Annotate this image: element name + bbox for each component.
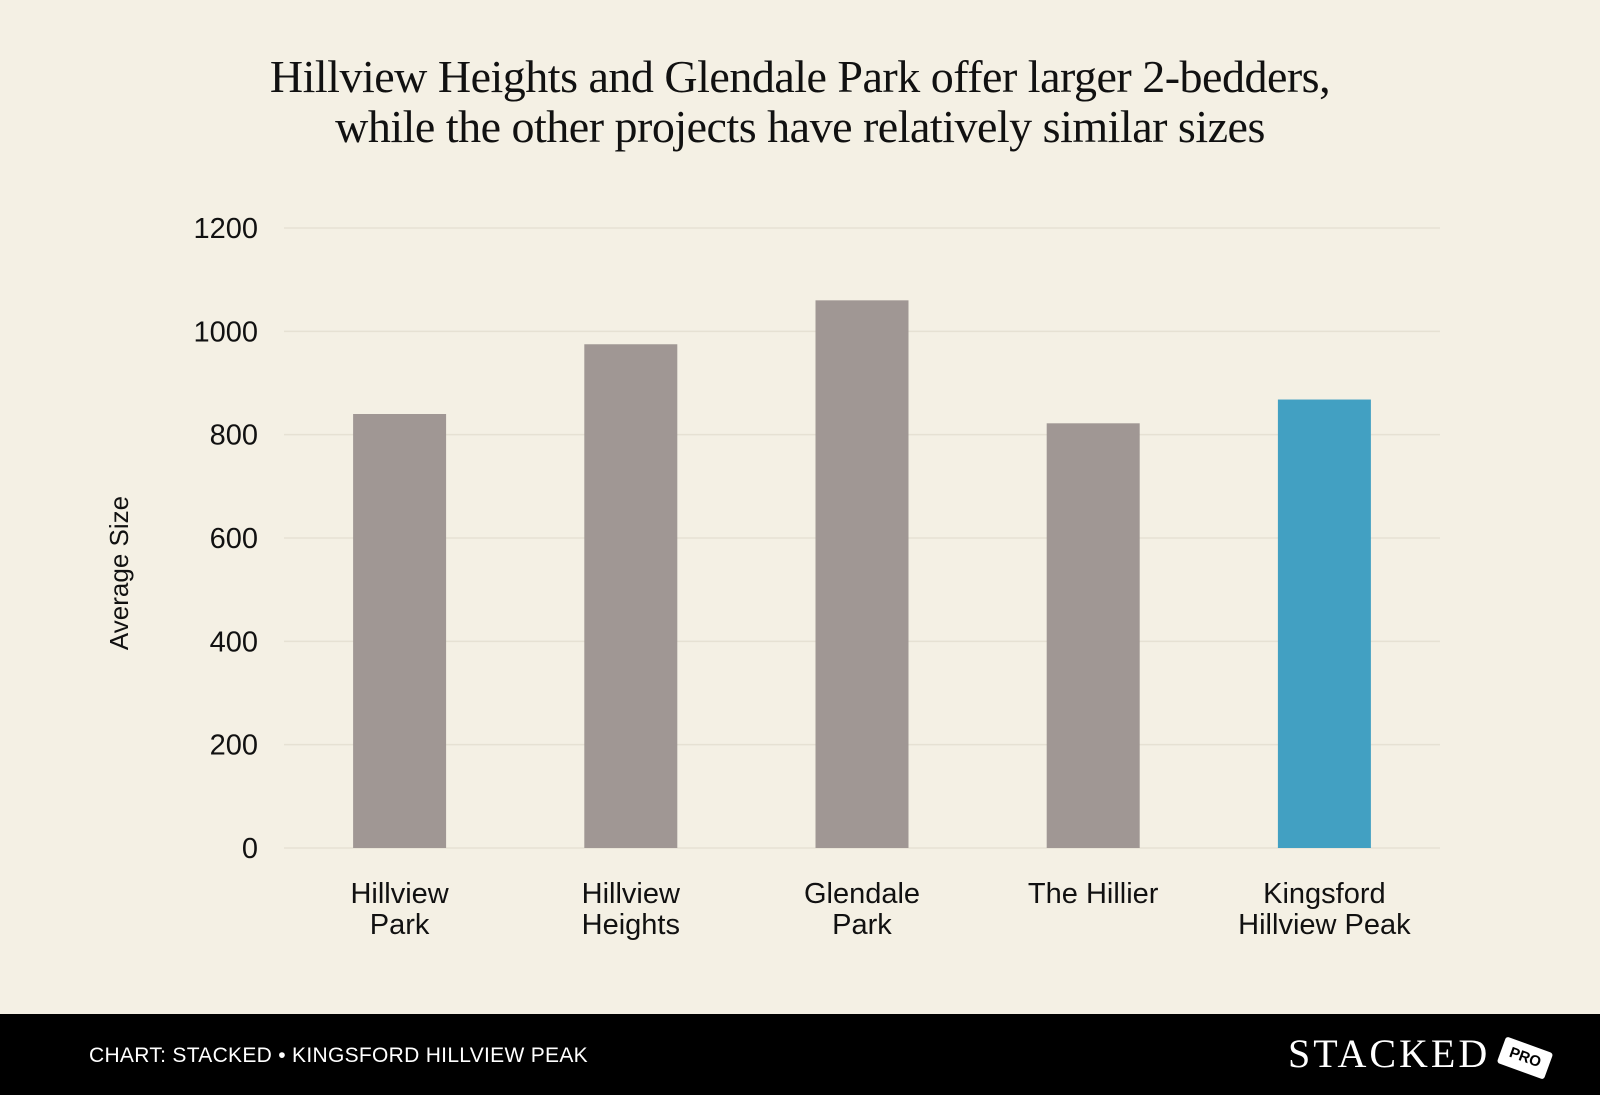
x-tick-label-line: Park bbox=[832, 909, 892, 941]
bar bbox=[815, 300, 909, 848]
x-tick-label: Hillview Heights bbox=[582, 878, 681, 941]
chart-title-line-1: Hillview Heights and Glendale Park offer… bbox=[269, 51, 1331, 102]
x-tick-label-line: Hillview bbox=[582, 878, 681, 910]
x-tick-label-line: Heights bbox=[582, 909, 680, 941]
y-tick-label: 0 bbox=[242, 833, 258, 865]
pro-badge: PRO bbox=[1496, 1036, 1554, 1080]
bar bbox=[353, 414, 447, 848]
y-axis-ticks: 0 200 400 600 800 1000 1200 bbox=[193, 213, 258, 865]
x-tick-label: Glendale Park bbox=[804, 878, 920, 941]
x-tick-label-line: Hillview bbox=[350, 878, 449, 910]
chart-title: Hillview Heights and Glendale Park offer… bbox=[0, 52, 1600, 152]
footer-source-note: CHART: STACKED • KINGSFORD HILLVIEW PEAK bbox=[89, 1044, 588, 1067]
y-tick-label: 1200 bbox=[193, 213, 258, 245]
x-tick-label-line: Kingsford bbox=[1263, 878, 1386, 910]
footer: CHART: STACKED • KINGSFORD HILLVIEW PEAK… bbox=[0, 1014, 1600, 1095]
y-tick-label: 200 bbox=[210, 730, 258, 762]
x-tick-label-line: Park bbox=[370, 909, 430, 941]
y-tick-label: 600 bbox=[210, 523, 258, 555]
y-tick-label: 1000 bbox=[193, 316, 258, 348]
x-tick-label: Hillview Park bbox=[350, 878, 449, 941]
bar bbox=[1277, 399, 1371, 848]
x-tick-label: The Hillier bbox=[1028, 878, 1159, 910]
y-axis-label: Average Size bbox=[104, 496, 134, 650]
y-tick-label: 800 bbox=[210, 420, 258, 452]
chart-title-line-2: while the other projects have relatively… bbox=[335, 101, 1265, 152]
stacked-logo: STACKED bbox=[1288, 1031, 1491, 1076]
bar bbox=[1046, 423, 1140, 848]
x-tick-label-line: Hillview Peak bbox=[1238, 909, 1411, 941]
bar bbox=[584, 344, 678, 848]
bars bbox=[353, 300, 1371, 848]
y-tick-label: 400 bbox=[210, 626, 258, 658]
x-tick-label: Kingsford Hillview Peak bbox=[1238, 878, 1411, 941]
x-tick-label-line: Glendale bbox=[804, 878, 920, 910]
x-tick-label-line: The Hillier bbox=[1028, 878, 1159, 910]
